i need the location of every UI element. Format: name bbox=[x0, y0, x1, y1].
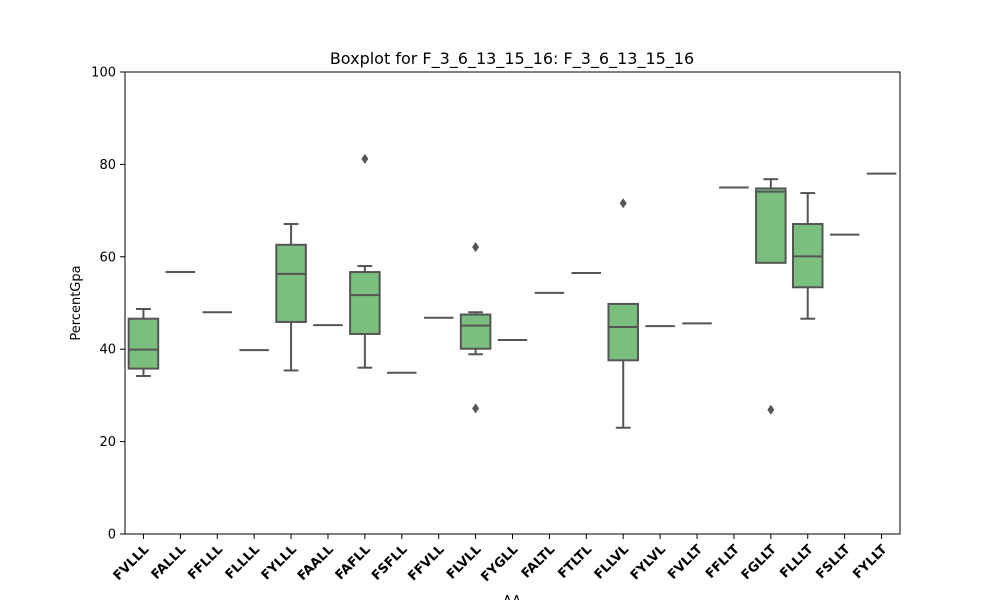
x-tick-label: FAFLL bbox=[333, 542, 374, 583]
box-flllt bbox=[791, 192, 824, 320]
x-tick-label: FFLLT bbox=[703, 542, 743, 582]
box-fgllt bbox=[755, 178, 787, 415]
box-fvlll bbox=[127, 308, 160, 377]
chart-title: Boxplot for F_3_6_13_15_16: F_3_6_13_15_… bbox=[330, 49, 694, 69]
box-fllvl bbox=[607, 198, 639, 429]
iqr-box bbox=[459, 313, 492, 350]
plot-area bbox=[127, 153, 897, 429]
x-tick-label: FGLLT bbox=[739, 542, 780, 583]
outlier-point bbox=[619, 198, 627, 209]
iqr-box bbox=[607, 302, 639, 362]
iqr-box bbox=[275, 243, 307, 323]
y-tick-label: 20 bbox=[99, 435, 116, 450]
x-tick-label: FYLLL bbox=[259, 542, 300, 583]
x-tick-label: FAALL bbox=[295, 542, 337, 584]
x-tick-label: FFLLL bbox=[185, 542, 226, 583]
outlier-point bbox=[472, 403, 480, 414]
y-tick-label: 100 bbox=[91, 66, 116, 81]
x-tick-label: FLVLL bbox=[444, 542, 484, 582]
outlier-point bbox=[472, 242, 480, 253]
box-fafll bbox=[349, 153, 381, 369]
x-tick-label: FTLTL bbox=[556, 542, 596, 582]
y-axis: 0 20 40 60 80 100 bbox=[91, 66, 125, 543]
y-axis-label: PercentGpa bbox=[69, 265, 84, 340]
iqr-box bbox=[349, 271, 381, 335]
x-axis-label: AA bbox=[503, 594, 521, 600]
x-axis: FVLLLFALLLFFLLLFLLLLFYLLLFAALLFAFLLFSFLL… bbox=[111, 534, 890, 585]
x-tick-label: FVLLL bbox=[111, 542, 153, 584]
y-tick-label: 80 bbox=[99, 158, 116, 173]
x-tick-label: FLLVL bbox=[592, 542, 632, 582]
x-tick-label: FYGLL bbox=[479, 542, 522, 585]
x-tick-label: FALTL bbox=[519, 542, 558, 581]
x-tick-label: FSFLL bbox=[369, 542, 411, 584]
y-tick-label: 60 bbox=[99, 250, 116, 265]
x-tick-label: FLLLL bbox=[223, 542, 263, 582]
x-tick-label: FFVLL bbox=[406, 542, 448, 584]
box-flvll bbox=[459, 242, 492, 414]
plot-frame bbox=[124, 71, 901, 535]
iqr-box bbox=[755, 187, 787, 264]
x-tick-label: FSLLT bbox=[813, 542, 853, 582]
x-tick-label: FYLLT bbox=[850, 542, 890, 582]
x-tick-label: FVLLT bbox=[665, 542, 706, 583]
x-tick-label: FYLVL bbox=[628, 542, 669, 583]
box-fylll bbox=[275, 222, 307, 372]
iqr-box bbox=[127, 317, 160, 370]
x-tick-label: FALLL bbox=[149, 542, 190, 583]
y-tick-label: 0 bbox=[108, 528, 116, 543]
outlier-point bbox=[767, 404, 775, 415]
x-tick-label: FLLLT bbox=[777, 542, 816, 581]
outlier-point bbox=[361, 153, 369, 164]
y-tick-label: 40 bbox=[99, 343, 116, 358]
